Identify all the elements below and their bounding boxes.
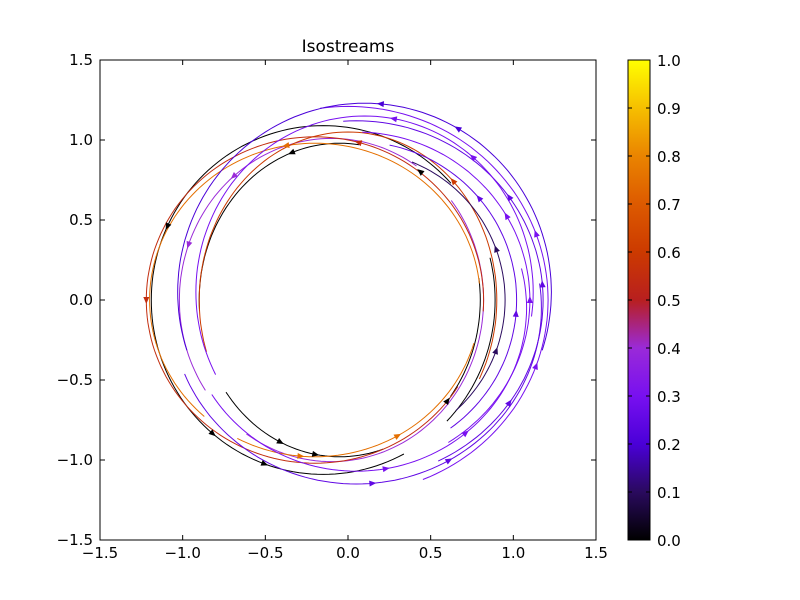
stream-arrow — [143, 297, 150, 304]
stream-arrow — [393, 433, 402, 440]
stream-line — [198, 131, 498, 353]
stream-arrow — [454, 126, 463, 133]
stream-arrow — [512, 309, 519, 318]
stream-line — [145, 136, 485, 464]
stream-line — [541, 291, 552, 351]
stream-arrow — [450, 178, 458, 186]
x-tick-label: 1.5 — [584, 544, 608, 562]
stream-line — [489, 257, 496, 301]
stream-line — [446, 299, 496, 422]
y-tick-label: 0.0 — [69, 291, 93, 309]
stream-line — [177, 102, 552, 351]
y-tick-label: −1.5 — [57, 531, 93, 549]
x-tick-label: −1.0 — [164, 544, 200, 562]
stream-arrow — [443, 397, 450, 405]
y-tick-label: 1.5 — [69, 51, 93, 69]
y-tick-label: −1.0 — [57, 451, 93, 469]
y-axis: −1.5 −1.0 −0.5 0.0 0.5 1.0 1.5 — [57, 51, 596, 549]
stream-arrows — [143, 101, 546, 487]
stream-arrow — [208, 429, 216, 437]
stream-arrow — [492, 347, 498, 355]
stream-arrow — [505, 399, 512, 407]
stream-arrow — [186, 240, 193, 249]
stream-arrow — [165, 222, 172, 230]
stream-line — [450, 299, 518, 429]
stream-line — [437, 299, 544, 462]
colorbar-axis: 0.0 0.1 0.2 0.3 0.4 0.5 0.6 0.7 0.8 0.9 1.0 — [628, 52, 681, 550]
stream-line — [411, 161, 506, 301]
stream-arrow — [417, 169, 425, 176]
stream-arrow — [389, 116, 398, 123]
y-tick-label: 1.0 — [69, 131, 93, 149]
stream-arrow — [534, 230, 540, 238]
colorbar-tick-label: 0.6 — [657, 244, 681, 262]
stream-line — [178, 137, 417, 391]
stream-lines — [145, 102, 552, 485]
stream-line — [246, 299, 485, 463]
stream-arrow — [369, 480, 377, 487]
y-tick-label: −0.5 — [57, 371, 93, 389]
stream-arrow — [476, 195, 484, 203]
x-tick-label: −0.5 — [247, 544, 283, 562]
stream-arrow — [444, 458, 453, 465]
colorbar-tick-label: 0.9 — [657, 100, 681, 118]
stream-arrow — [382, 466, 390, 473]
colorbar-tick-label: 0.7 — [657, 196, 681, 214]
stream-line — [389, 144, 518, 301]
stream-line — [225, 391, 384, 458]
colorbar-tick-label: 0.3 — [657, 388, 681, 406]
colorbar-tick-label: 0.2 — [657, 436, 681, 454]
stream-arrow — [494, 245, 500, 253]
x-tick-label: 0.0 — [336, 544, 360, 562]
stream-arrow — [469, 154, 478, 162]
colorbar-tick-label: 1.0 — [657, 52, 681, 70]
stream-arrow — [461, 430, 469, 438]
stream-arrow — [230, 171, 238, 179]
stream-arrow — [282, 142, 290, 149]
colorbar-tick-label: 0.1 — [657, 484, 681, 502]
stream-arrow — [504, 212, 511, 221]
stream-line — [362, 131, 531, 301]
stream-line — [149, 142, 480, 417]
stream-line — [455, 299, 506, 411]
colorbar-tick-label: 0.8 — [657, 148, 681, 166]
stream-arrow — [354, 140, 363, 147]
stream-arrow — [376, 101, 385, 108]
colorbar-tick-label: 0.0 — [657, 532, 681, 550]
stream-arrow — [288, 148, 296, 155]
x-tick-label: 1.0 — [501, 544, 525, 562]
colorbar-tick-label: 0.4 — [657, 340, 681, 358]
chart-title: Isostreams — [302, 37, 395, 57]
stream-arrow — [297, 452, 305, 459]
stream-line — [211, 307, 528, 472]
stream-line — [531, 291, 534, 317]
x-tick-label: −1.5 — [82, 544, 118, 562]
stream-line — [448, 299, 531, 443]
stream-arrow — [539, 280, 546, 288]
stream-line — [521, 268, 528, 309]
stream-arrow — [526, 296, 533, 303]
colorbar-tick-label: 0.5 — [657, 292, 681, 310]
stream-line — [184, 307, 542, 485]
stream-line — [343, 120, 544, 301]
stream-arrow — [260, 460, 269, 466]
stream-line — [478, 299, 498, 380]
y-tick-label: 0.5 — [69, 211, 93, 229]
stream-arrow — [276, 438, 284, 444]
stream-line — [195, 115, 534, 375]
x-axis: −1.5 −1.0 −0.5 0.0 0.5 1.0 1.5 — [82, 60, 608, 562]
stream-line — [237, 343, 475, 458]
stream-line — [422, 299, 549, 480]
stream-line — [320, 105, 549, 301]
stream-line — [450, 299, 481, 397]
stream-arrow — [532, 362, 538, 371]
x-tick-label: 0.5 — [419, 544, 443, 562]
stream-arrow — [506, 193, 514, 202]
stream-arrow — [311, 450, 320, 457]
